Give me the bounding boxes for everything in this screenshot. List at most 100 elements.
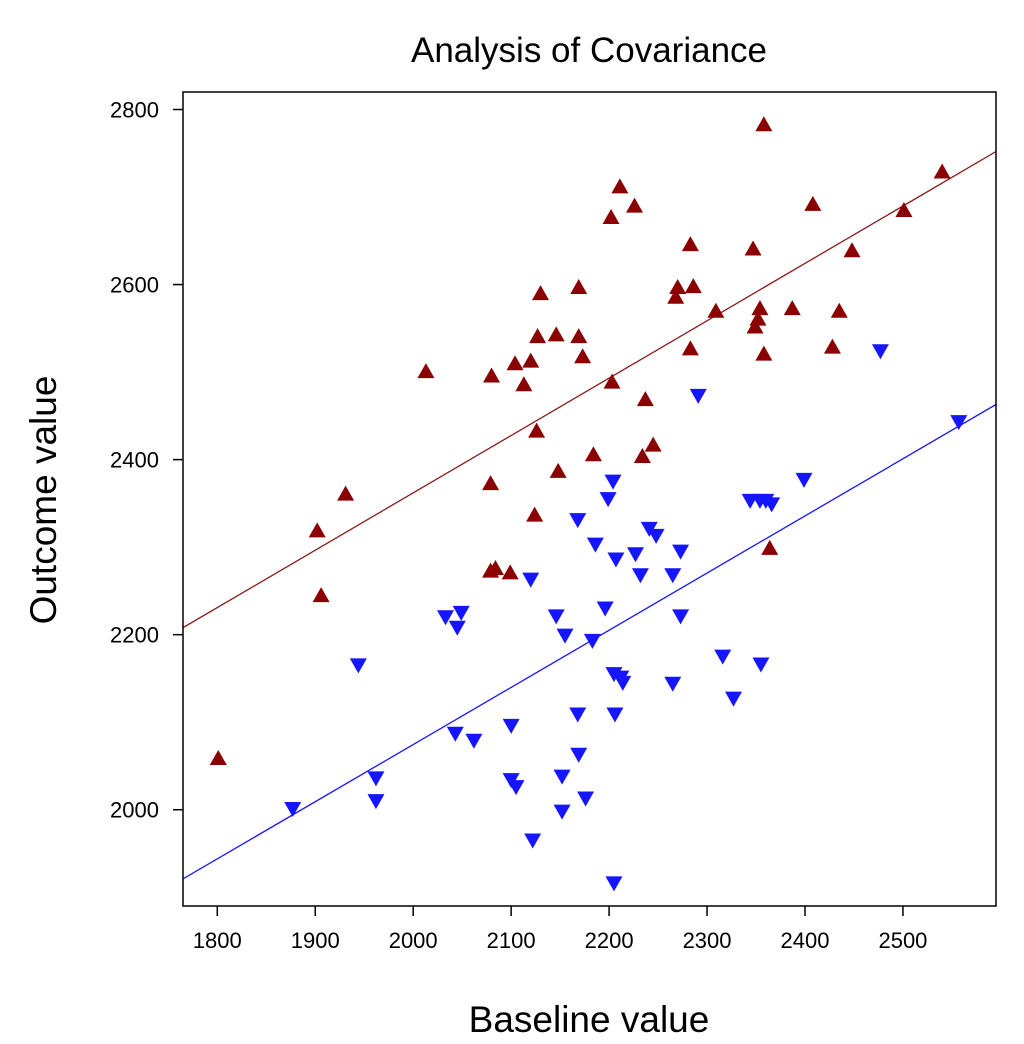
- data-point-series-1: [755, 116, 773, 132]
- y-tick-label: 2000: [110, 798, 159, 823]
- data-point-series-2: [367, 771, 385, 787]
- data-point-series-2: [465, 733, 483, 749]
- data-point-series-1: [783, 300, 801, 316]
- data-point-series-1: [761, 539, 779, 555]
- data-point-series-2: [577, 791, 595, 807]
- data-point-series-2: [647, 528, 665, 544]
- data-point-series-1: [744, 240, 762, 256]
- data-point-series-1: [482, 475, 500, 491]
- data-point-series-1: [611, 178, 629, 194]
- data-point-series-2: [871, 344, 889, 360]
- data-point-series-1: [681, 340, 699, 356]
- data-point-series-1: [312, 587, 330, 603]
- data-point-series-2: [950, 415, 968, 431]
- data-point-series-1: [749, 310, 767, 326]
- data-point-series-2: [284, 801, 302, 817]
- data-point-series-2: [522, 572, 540, 588]
- data-point-series-1: [501, 564, 519, 580]
- data-point-series-2: [553, 769, 571, 785]
- data-point-series-1: [751, 300, 769, 316]
- x-axis-title: Baseline value: [469, 999, 710, 1040]
- data-point-series-2: [569, 707, 587, 723]
- data-point-series-2: [672, 544, 690, 560]
- data-point-series-2: [502, 718, 520, 734]
- x-tick-label: 2500: [878, 928, 927, 953]
- data-point-series-2: [724, 691, 742, 707]
- x-tick-label: 1900: [291, 928, 340, 953]
- data-point-series-2: [614, 675, 632, 691]
- x-tick-label: 2000: [389, 928, 438, 953]
- y-tick-label: 2600: [110, 273, 159, 298]
- data-point-series-1: [486, 560, 504, 576]
- x-tick-label: 2400: [781, 928, 830, 953]
- data-point-series-2: [556, 628, 574, 644]
- data-point-series-1: [669, 279, 687, 295]
- data-point-series-1: [515, 376, 533, 392]
- fit-line-1: [183, 150, 996, 629]
- data-point-series-1: [823, 338, 841, 354]
- data-point-series-2: [507, 780, 525, 796]
- data-point-series-2: [606, 707, 624, 723]
- data-point-series-1: [644, 436, 662, 452]
- data-point-series-1: [804, 195, 822, 211]
- data-point-series-2: [714, 649, 732, 665]
- data-point-series-2: [349, 658, 367, 674]
- data-point-series-2: [599, 492, 617, 508]
- data-point-series-1: [522, 352, 540, 368]
- data-point-series-1: [830, 302, 848, 318]
- data-point-series-2: [448, 620, 466, 636]
- data-point-series-1: [746, 318, 764, 334]
- data-point-series-2: [547, 609, 565, 625]
- data-point-series-2: [604, 474, 622, 490]
- data-point-series-2: [446, 726, 464, 742]
- data-point-series-2: [452, 605, 470, 621]
- data-point-series-1: [681, 236, 699, 252]
- data-point-series-1: [337, 485, 355, 501]
- data-point-series-1: [636, 391, 654, 407]
- plot-area: 1800 1900 2000 2100 2200 2300 2400 2500 2000 2200…: [110, 91, 997, 953]
- y-tick-label: 2400: [110, 448, 159, 473]
- data-point-series-1: [574, 348, 592, 364]
- data-point-series-1: [483, 367, 501, 383]
- data-point-series-2: [524, 833, 542, 849]
- data-point-series-1: [209, 749, 227, 765]
- data-point-series-2: [752, 657, 770, 673]
- data-point-series-1: [584, 446, 602, 462]
- y-tick-label: 2800: [110, 98, 159, 123]
- data-point-series-1: [933, 163, 951, 179]
- data-point-series-1: [308, 522, 326, 538]
- x-tick-label: 2300: [683, 928, 732, 953]
- chart-title: Analysis of Covariance: [411, 31, 767, 70]
- data-point-series-2: [607, 552, 625, 568]
- data-point-series-1: [707, 302, 725, 318]
- data-point-series-2: [596, 601, 614, 617]
- data-point-series-2: [664, 676, 682, 692]
- data-point-series-1: [626, 197, 644, 213]
- y-tick-label: 2200: [110, 623, 159, 648]
- data-point-series-1: [506, 355, 524, 371]
- data-point-series-2: [569, 513, 587, 529]
- data-point-series-1: [549, 462, 567, 478]
- data-point-series-1: [526, 506, 544, 522]
- data-point-series-1: [602, 209, 620, 225]
- plot-frame: [182, 91, 997, 907]
- data-point-series-1: [633, 447, 651, 463]
- data-point-series-1: [547, 326, 565, 342]
- data-point-series-2: [570, 747, 588, 763]
- data-point-series-1: [529, 328, 547, 344]
- y-axis-title: Outcome value: [23, 376, 64, 625]
- data-point-series-2: [367, 794, 385, 810]
- data-point-series-2: [672, 609, 690, 625]
- x-tick-label: 1800: [193, 928, 242, 953]
- data-point-series-1: [684, 278, 702, 294]
- data-point-series-2: [627, 547, 645, 563]
- data-point-series-2: [664, 568, 682, 584]
- data-point-series-1: [570, 279, 588, 295]
- data-point-series-1: [755, 345, 773, 361]
- x-tick-label: 2100: [487, 928, 536, 953]
- data-point-series-2: [605, 876, 623, 892]
- data-point-series-2: [763, 497, 781, 513]
- data-point-series-2: [583, 633, 601, 649]
- data-point-series-1: [895, 202, 913, 218]
